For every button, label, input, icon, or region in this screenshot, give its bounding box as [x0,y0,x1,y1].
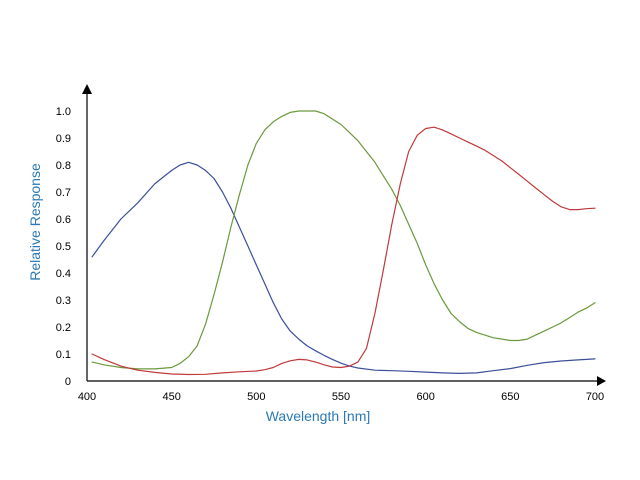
series-line-3 [91,126,596,376]
y-tick-label: 0.2 [56,322,71,334]
y-tick-label: 0.3 [56,295,71,307]
series-layer [91,110,596,376]
x-tick-label: 500 [247,391,265,403]
x-tick-labels: 400 450 500 550 600 650 700 [78,391,604,403]
y-tick-label: 0.1 [56,349,71,361]
x-tick-label: 650 [501,391,519,403]
x-tick-label: 450 [162,391,180,403]
x-tick-label: 700 [586,391,604,403]
y-tick-labels: 0 0.1 0.2 0.3 0.4 0.5 0.6 0.7 0.8 0.9 1.0 [56,106,71,388]
x-axis-title: Wavelength [nm] [266,408,371,424]
y-tick-label: 0.4 [56,268,71,280]
series-line-1 [91,161,596,374]
y-tick-label: 0.7 [56,187,71,199]
y-tick-label: 0.5 [56,241,71,253]
x-axis-arrowhead [597,376,606,386]
x-tick-label: 400 [78,391,96,403]
y-tick-label: 0.9 [56,133,71,145]
series-line-2 [91,110,596,370]
y-tick-label: 0.6 [56,214,71,226]
y-tick-label: 0 [65,376,71,388]
y-axis-arrowhead [82,84,92,94]
axes [82,84,606,386]
y-axis-title: Relative Response [27,163,43,281]
y-tick-label: 1.0 [56,106,71,118]
y-tick-label: 0.8 [56,160,71,172]
x-tick-label: 550 [332,391,350,403]
x-tick-label: 600 [416,391,434,403]
